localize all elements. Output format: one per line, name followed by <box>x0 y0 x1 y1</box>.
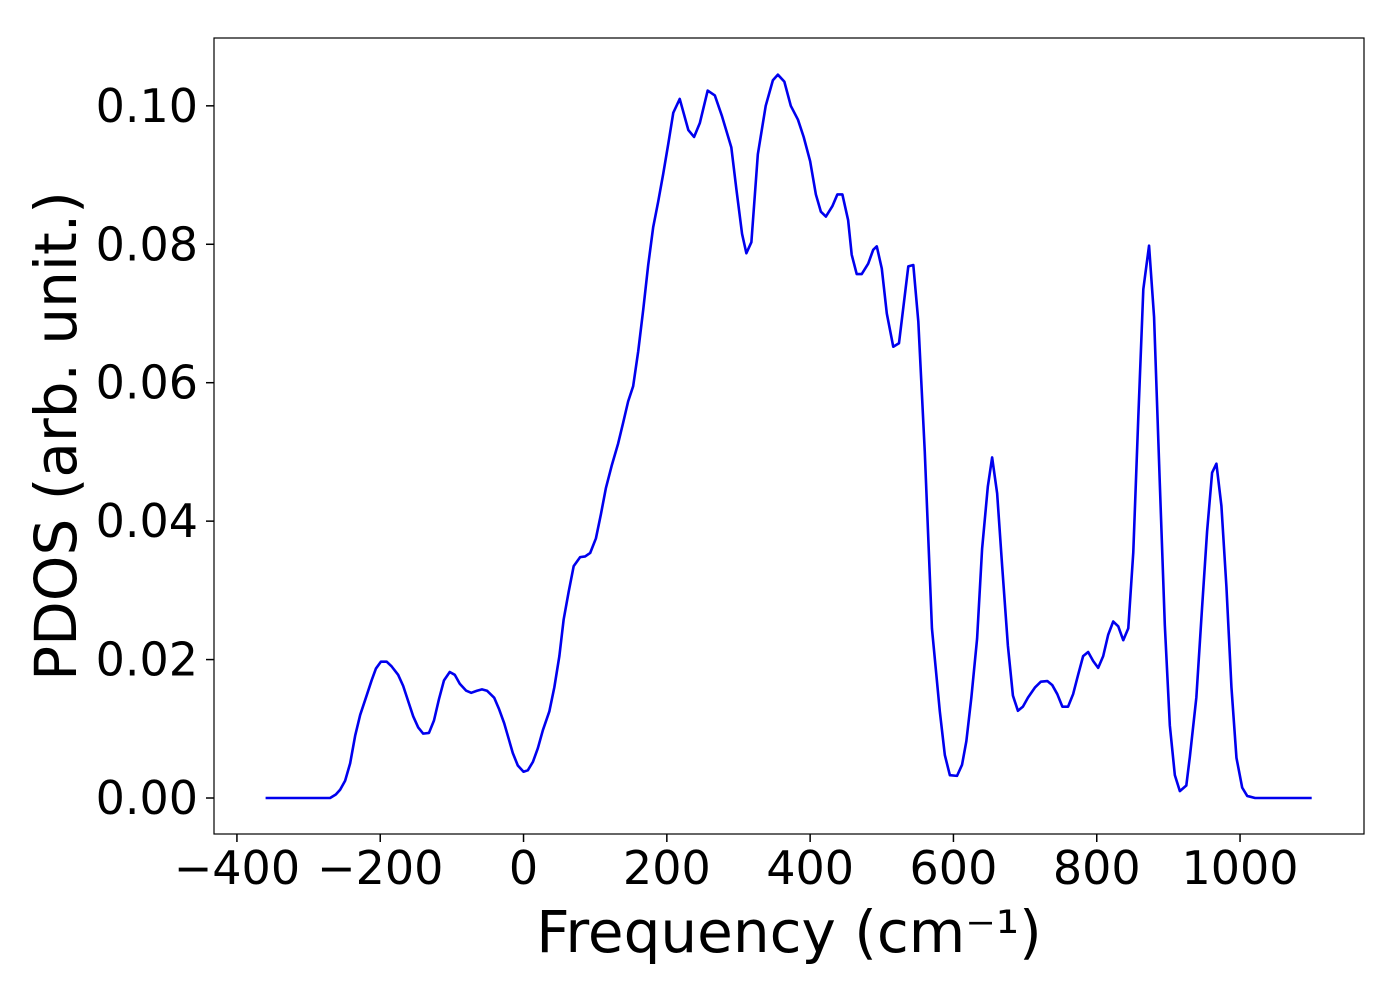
x-tick-label: 600 <box>910 841 998 895</box>
y-tick-label: 0.10 <box>96 79 198 133</box>
y-tick-label: 0.08 <box>96 217 198 271</box>
x-tick-label: −200 <box>317 841 443 895</box>
y-tick-label: 0.02 <box>96 633 198 687</box>
x-tick-label: 400 <box>766 841 854 895</box>
x-tick-label: 1000 <box>1182 841 1299 895</box>
y-tick-label: 0.04 <box>96 494 198 548</box>
data-line <box>265 73 1312 800</box>
x-tick-label: 0 <box>509 841 538 895</box>
plot-frame <box>213 37 1365 835</box>
y-tick-label: 0.00 <box>96 771 198 825</box>
x-tick-label: 800 <box>1053 841 1141 895</box>
y-axis-label: PDOS (arb. unit.) <box>22 191 90 681</box>
x-tick-label: −400 <box>174 841 300 895</box>
x-tick-label: 200 <box>623 841 711 895</box>
x-axis-label: Frequency (cm⁻¹) <box>536 898 1042 966</box>
y-tick-label: 0.06 <box>96 356 198 410</box>
